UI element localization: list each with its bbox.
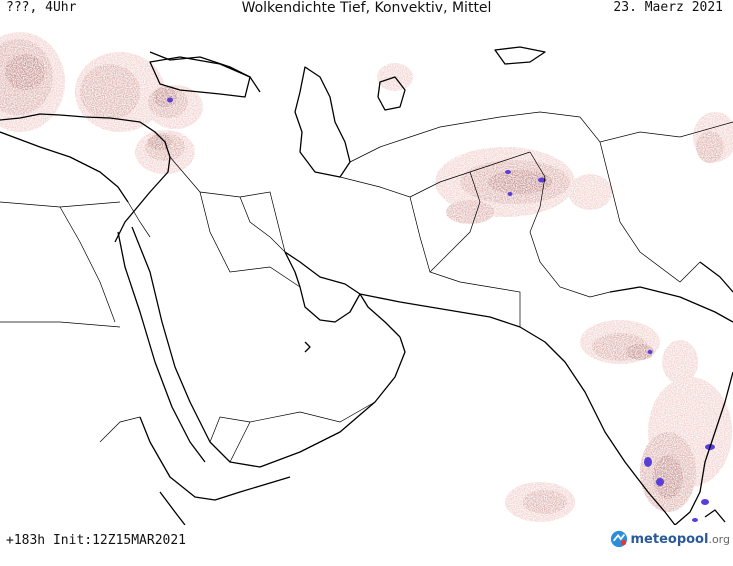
weather-map	[0, 32, 733, 525]
footer: +183h Init:12Z15MAR2021 meteopool.org	[0, 525, 733, 566]
map-title: Wolkendichte Tief, Konvektiv, Mittel	[241, 0, 492, 16]
cloud-layer	[0, 32, 733, 522]
forecast-init-label: +183h Init:12Z15MAR2021	[6, 533, 187, 548]
coastlines	[0, 46, 733, 525]
meteopool-logo[interactable]: meteopool.org	[610, 528, 730, 550]
logo-name: meteopool	[630, 531, 709, 547]
meteopool-logo-icon	[610, 530, 627, 548]
header: ???, 4Uhr Wolkendichte Tief, Konvektiv, …	[0, 0, 733, 22]
country-borders	[0, 111, 733, 463]
valid-date: 23. Maerz 2021	[613, 0, 723, 15]
run-label: ???, 4Uhr	[6, 0, 77, 15]
logo-domain: .org	[708, 532, 730, 546]
convective-cells	[167, 97, 715, 522]
